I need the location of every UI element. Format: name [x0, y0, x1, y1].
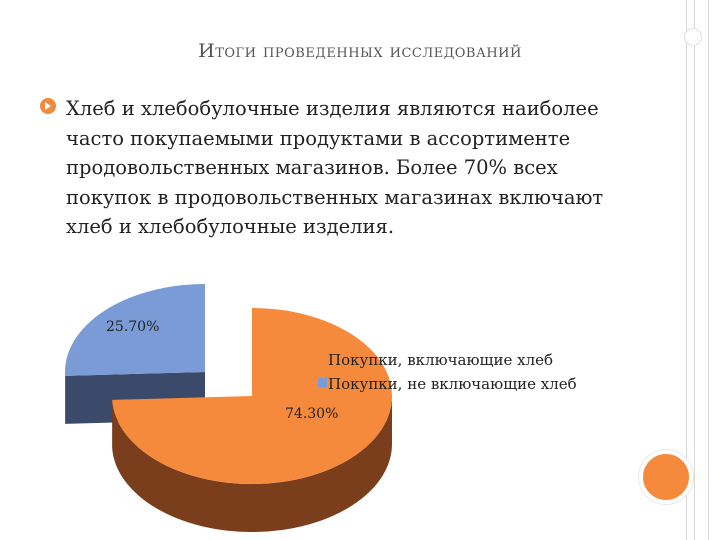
pie-slice-bread-top [112, 308, 393, 484]
data-label-bread: 74.30% [285, 406, 338, 422]
decorative-rail [694, 0, 695, 540]
pie-slice-no-bread-top [65, 284, 205, 376]
decorative-rail [686, 0, 687, 540]
data-label-no-bread: 25.70% [106, 319, 159, 335]
bullet-arrow-icon [40, 98, 56, 114]
pie-slice-bread [112, 308, 393, 532]
legend-swatch-no-bread [318, 378, 327, 387]
legend-label-no-bread: Покупки, не включающие хлеб [328, 375, 577, 393]
legend-swatch-bread [318, 354, 327, 363]
legend: Покупки, включающие хлеб Покупки, не вкл… [318, 351, 577, 393]
decorative-circle-icon [684, 28, 702, 46]
bullet-text: Хлеб и хлебобулочные изделия являются на… [66, 97, 604, 238]
bullet-item: Хлеб и хлебобулочные изделия являются на… [40, 94, 620, 242]
decorative-rail [708, 0, 709, 540]
pie-slice-bread-side [112, 308, 393, 532]
slide-title: Итоги проведенных исследований [198, 40, 522, 62]
legend-label-bread: Покупки, включающие хлеб [328, 351, 553, 369]
decorative-orange-circle-icon [639, 450, 693, 504]
